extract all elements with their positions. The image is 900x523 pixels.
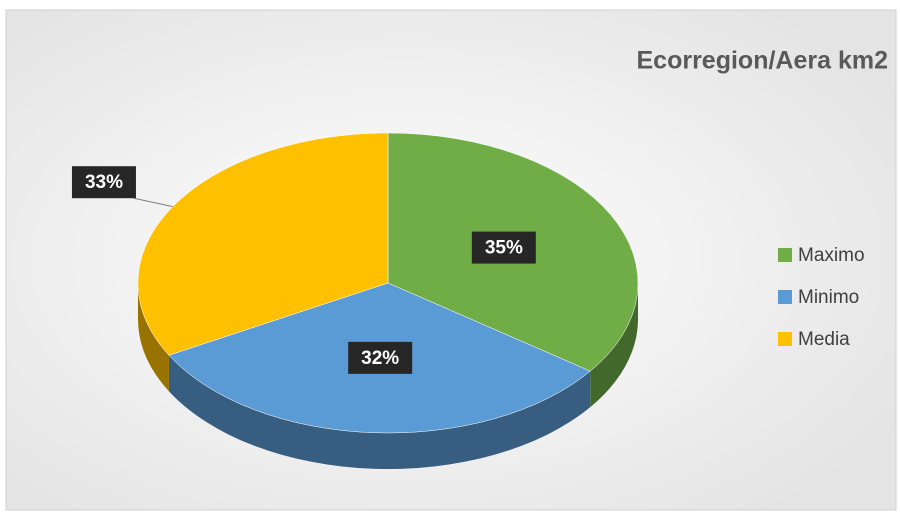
legend-label: Media (798, 329, 850, 350)
data-label: 32% (361, 348, 399, 369)
data-label-box (71, 166, 136, 199)
legend-label: Minimo (798, 287, 859, 308)
legend-swatch (778, 332, 792, 346)
slice-side (590, 283, 638, 408)
leader-line (133, 197, 173, 208)
legend-swatch (778, 290, 792, 304)
legend-swatch (778, 248, 792, 262)
legend-label: Maximo (798, 245, 865, 266)
slice-side (168, 355, 591, 470)
data-label: 33% (85, 172, 123, 193)
data-label: 35% (485, 238, 523, 259)
chart-title: Ecorregion/Aera km2 (637, 47, 889, 75)
data-label-box (348, 341, 413, 374)
slice-side (138, 283, 169, 392)
data-label-box (471, 231, 536, 264)
